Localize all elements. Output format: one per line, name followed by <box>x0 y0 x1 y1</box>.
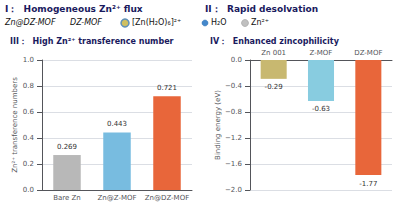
svg-text:0.2: 0.2 <box>23 160 34 168</box>
svg-text:-0.63: -0.63 <box>312 105 330 113</box>
svg-text:−2.0: −2.0 <box>225 186 242 194</box>
svg-text:Zn@DZ-MOF: Zn@DZ-MOF <box>4 18 56 27</box>
svg-text:0.0: 0.0 <box>23 186 34 194</box>
svg-text:-1.77: -1.77 <box>359 180 377 188</box>
svg-text:0.6: 0.6 <box>23 108 35 116</box>
svg-text:Binding energy (eV): Binding energy (eV) <box>214 90 222 160</box>
svg-text:-0.29: -0.29 <box>265 83 283 91</box>
svg-text:Z-MOF: Z-MOF <box>310 49 333 57</box>
svg-text:1.0: 1.0 <box>23 56 34 64</box>
svg-text:III： High Zn²⁺ transference n: III： High Zn²⁺ transference number <box>10 37 174 46</box>
svg-text:DZ-MOF: DZ-MOF <box>70 18 102 27</box>
svg-text:Zn²⁺: Zn²⁺ <box>251 18 269 27</box>
svg-text:0.443: 0.443 <box>107 120 127 128</box>
svg-text:0.0: 0.0 <box>231 56 242 64</box>
svg-text:−1.2: −1.2 <box>225 134 242 142</box>
svg-text:−0.8: −0.8 <box>225 108 242 116</box>
svg-text:DZ-MOF: DZ-MOF <box>354 49 382 57</box>
svg-text:Bare Zn: Bare Zn <box>53 194 81 202</box>
svg-text:Zn@DZ-MOF: Zn@DZ-MOF <box>145 194 189 202</box>
svg-text:−1.6: −1.6 <box>225 160 243 168</box>
svg-text:H₂O: H₂O <box>211 18 227 27</box>
svg-text:Zn²⁺ transference numbers: Zn²⁺ transference numbers <box>11 77 19 173</box>
svg-text:II： Rapid desolvation: II： Rapid desolvation <box>205 4 318 14</box>
svg-text:Zn@Z-MOF: Zn@Z-MOF <box>97 194 136 202</box>
svg-text:IV： Enhanced zincophilicity: IV： Enhanced zincophilicity <box>210 37 340 46</box>
svg-text:Zn 001: Zn 001 <box>261 49 286 57</box>
svg-text:[Zn(H₂O)₆]²⁺: [Zn(H₂O)₆]²⁺ <box>132 18 181 27</box>
svg-text:I： Homogeneous Zn²⁺ flux: I： Homogeneous Zn²⁺ flux <box>5 4 143 14</box>
svg-text:0.269: 0.269 <box>57 143 77 151</box>
svg-text:0.8: 0.8 <box>23 82 34 90</box>
svg-text:0.721: 0.721 <box>157 84 177 92</box>
svg-text:−0.4: −0.4 <box>225 82 243 90</box>
svg-text:0.4: 0.4 <box>23 134 35 142</box>
